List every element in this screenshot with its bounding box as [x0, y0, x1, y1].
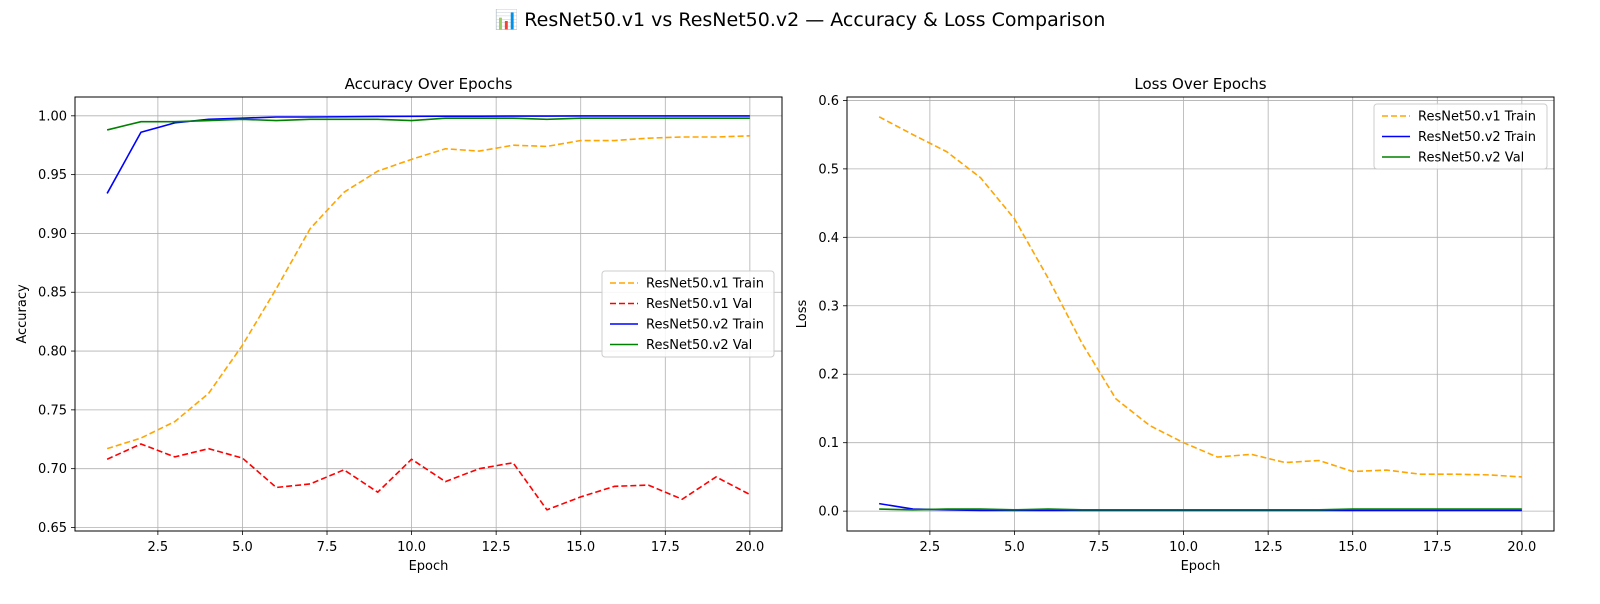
- panel-2-x-tick-label: 20.0: [1507, 540, 1536, 555]
- panel-1-legend-label-resnet50-v1-val: ResNet50.v1 Val: [646, 297, 752, 312]
- panel-2-legend-label-resnet50-v2-val: ResNet50.v2 Val: [1418, 151, 1524, 166]
- panel-1-y-tick-label: 0.80: [38, 345, 67, 360]
- panel-2-legend-box: [1373, 103, 1548, 170]
- panel-1-y-tick-label: 0.70: [38, 462, 67, 477]
- panel-1-series-resnet50-v1-train: [106, 135, 750, 450]
- panel-1-series-resnet50-v1-val: [106, 443, 751, 511]
- panel-1-x-tick-label: 2.5: [148, 540, 169, 555]
- panel-1-x-axis-label: Epoch: [409, 559, 449, 574]
- panel-2-x-tick-label: 5.0: [1004, 540, 1025, 555]
- panel-2-x-tick-label: 17.5: [1423, 540, 1452, 555]
- panel-1-y-tick-label: 0.95: [38, 168, 67, 183]
- panel-1-axes-frame: [74, 96, 783, 532]
- panel-1-legend-label-resnet50-v1-train: ResNet50.v1 Train: [646, 277, 764, 292]
- panel-1-y-tick-label: 1.00: [38, 109, 67, 124]
- panel-1-x-tick-label: 10.0: [397, 540, 426, 555]
- panel-2-legend-label-resnet50-v2-train: ResNet50.v2 Train: [1418, 130, 1536, 145]
- panel-2: 2.5 5.0 7.5 10.0 12.5 15.0 17.5 20.0 0.0 0.1 0.2 0.…: [795, 75, 1555, 574]
- panel-2-legend: ResNet50.v1 Train ResNet50.v2 Train ResNet…: [1373, 103, 1548, 170]
- panel-2-x-tick-label: 10.0: [1169, 540, 1198, 555]
- panel-1-x-tick-label: 17.5: [651, 540, 680, 555]
- panel-2-title: Loss Over Epochs: [1134, 75, 1266, 93]
- panel-1-series-resnet50-v2-val: [106, 117, 750, 131]
- panel-2-legend-label-resnet50-v1-train: ResNet50.v1 Train: [1418, 110, 1536, 125]
- panel-2-y-tick-label: 0.3: [818, 299, 839, 314]
- panel-1-y-tick-label: 0.90: [38, 227, 67, 242]
- panel-2-y-axis-label: Loss: [795, 300, 810, 329]
- panel-2-series-resnet50-v2-val: [879, 508, 1522, 511]
- panel-2-axes-frame: [846, 96, 1555, 532]
- panel-2-y-tick-label: 0.5: [818, 162, 839, 177]
- panel-1-title: Accuracy Over Epochs: [345, 75, 513, 93]
- panel-2-x-tick-label: 7.5: [1089, 540, 1110, 555]
- panel-1-y-tick-label: 0.75: [38, 403, 67, 418]
- panel-2-y-tick-label: 0.4: [818, 231, 839, 246]
- panel-2-x-tick-label: 15.0: [1338, 540, 1367, 555]
- panel-1-legend-box: [601, 270, 775, 358]
- panel-1-x-tick-label: 15.0: [566, 540, 595, 555]
- panel-2-y-tick-label: 0.6: [818, 94, 839, 109]
- panel-1-legend-label-resnet50-v2-val: ResNet50.v2 Val: [646, 338, 752, 353]
- panel-2-y-tick-label: 0.0: [818, 505, 839, 520]
- panel-2-x-tick-label: 12.5: [1254, 540, 1283, 555]
- panel-2-y-tick-label: 0.1: [818, 436, 839, 451]
- panel-2-series-resnet50-v1-train: [878, 116, 1522, 478]
- panel-1-x-tick-label: 12.5: [482, 540, 511, 555]
- panel-1-y-axis-label: Accuracy: [15, 284, 30, 344]
- panel-2-y-tick-label: 0.2: [818, 368, 839, 383]
- panel-1-x-tick-label: 7.5: [317, 540, 338, 555]
- panel-2-x-tick-label: 2.5: [920, 540, 941, 555]
- panel-1-legend: ResNet50.v1 Train ResNet50.v1 Val ResNet50…: [601, 270, 775, 358]
- panel-1-y-tick-label: 0.85: [38, 286, 67, 301]
- panel-1-x-tick-label: 20.0: [735, 540, 764, 555]
- panel-1-x-tick-label: 5.0: [232, 540, 253, 555]
- panel-1-legend-label-resnet50-v2-train: ResNet50.v2 Train: [646, 318, 764, 333]
- panel-2-x-axis-label: Epoch: [1181, 559, 1221, 574]
- panel-1-y-tick-label: 0.65: [38, 521, 67, 536]
- figure-title: 📊 ResNet50.v1 vs ResNet50.v2 — Accuracy …: [494, 9, 1106, 31]
- panel-1: 2.5 5.0 7.5 10.0 12.5 15.0 17.5 20.0 0.65 0.70 0.7…: [15, 75, 783, 574]
- panel-1-series-resnet50-v2-train: [106, 115, 750, 194]
